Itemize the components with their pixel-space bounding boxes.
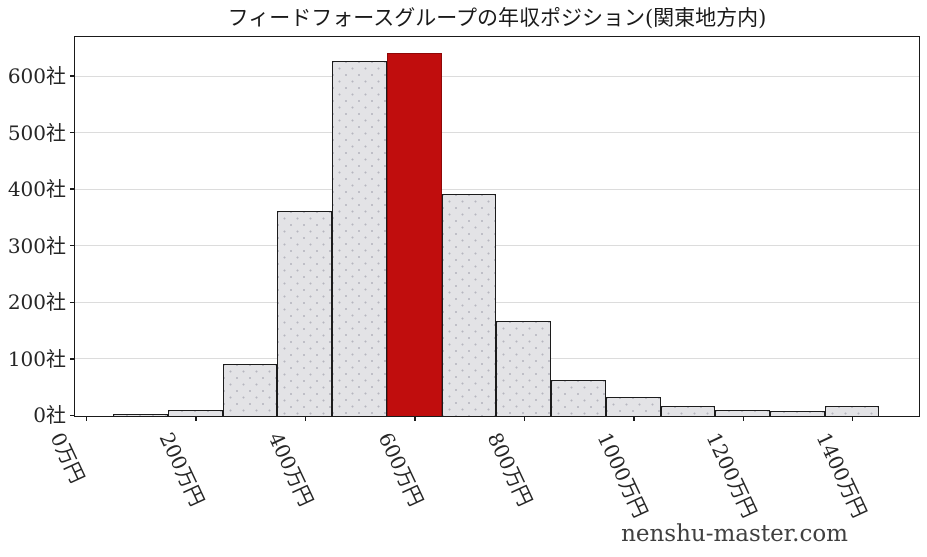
x-tick-mark: [633, 417, 635, 421]
bar: [332, 61, 387, 416]
x-tick-label: 200万円: [155, 427, 258, 510]
x-tick-label: 1200万円: [702, 427, 818, 522]
grid-line: [75, 132, 919, 134]
x-tick-label-text: 1400万円: [811, 428, 872, 522]
x-tick-mark: [304, 417, 307, 421]
bar: [770, 411, 825, 416]
y-tick-label: 300社: [7, 233, 66, 258]
x-tick-mark: [414, 417, 416, 421]
bar: [496, 321, 552, 416]
x-tick-label: 600万円: [374, 427, 477, 510]
bar: [715, 409, 771, 416]
y-tick-mark: [70, 414, 74, 417]
y-tick-label: 600社: [7, 64, 66, 89]
x-tick-label: 1400万円: [811, 427, 927, 522]
grid-line: [75, 75, 919, 77]
y-tick-label: 100社: [7, 346, 66, 371]
grid-line: [75, 245, 919, 247]
x-tick-label-text: 1000万円: [592, 428, 653, 522]
grid-line: [75, 301, 919, 303]
bar: [277, 211, 333, 416]
y-tick-mark: [70, 75, 74, 77]
chart-title: フィードフォースグループの年収ポジション(関東地方内): [227, 6, 767, 30]
x-tick-label-text: 0万円: [45, 428, 90, 487]
bar: [551, 379, 606, 416]
x-tick-label: 800万円: [483, 427, 586, 510]
x-tick-label-text: 800万円: [482, 428, 538, 510]
watermark: nenshu-master.com: [621, 521, 848, 547]
x-tick-mark: [523, 417, 526, 421]
y-tick-label: 0社: [33, 403, 66, 428]
grid-line: [75, 188, 919, 190]
y-tick-mark: [70, 301, 74, 303]
bar: [168, 410, 223, 416]
x-tick-mark: [195, 417, 197, 421]
x-tick-label-text: 400万円: [264, 428, 319, 510]
plot-area: [74, 36, 920, 417]
x-tick-mark: [742, 417, 744, 421]
x-tick-mark: [852, 417, 854, 421]
bar: [660, 406, 716, 416]
y-tick-label: 500社: [7, 120, 66, 145]
y-tick-label: 400社: [7, 177, 66, 202]
y-tick-label: 200社: [7, 290, 66, 315]
x-tick-label: 0万円: [45, 427, 124, 487]
bar: [113, 414, 169, 416]
x-tick-label-text: 1200万円: [701, 428, 763, 522]
x-tick-label: 1000万円: [592, 427, 709, 522]
y-tick-mark: [70, 245, 74, 247]
y-tick-mark: [70, 188, 74, 190]
y-tick-mark: [70, 358, 74, 360]
bar: [441, 194, 497, 416]
bar: [605, 397, 661, 416]
bar: [824, 405, 880, 416]
x-tick-label: 400万円: [264, 427, 367, 510]
y-tick-mark: [70, 131, 74, 134]
x-tick-label-text: 600万円: [373, 428, 429, 510]
bar-highlighted: [386, 53, 442, 416]
x-tick-label-text: 200万円: [154, 428, 210, 510]
x-tick-mark: [85, 417, 88, 421]
bar: [222, 363, 278, 416]
